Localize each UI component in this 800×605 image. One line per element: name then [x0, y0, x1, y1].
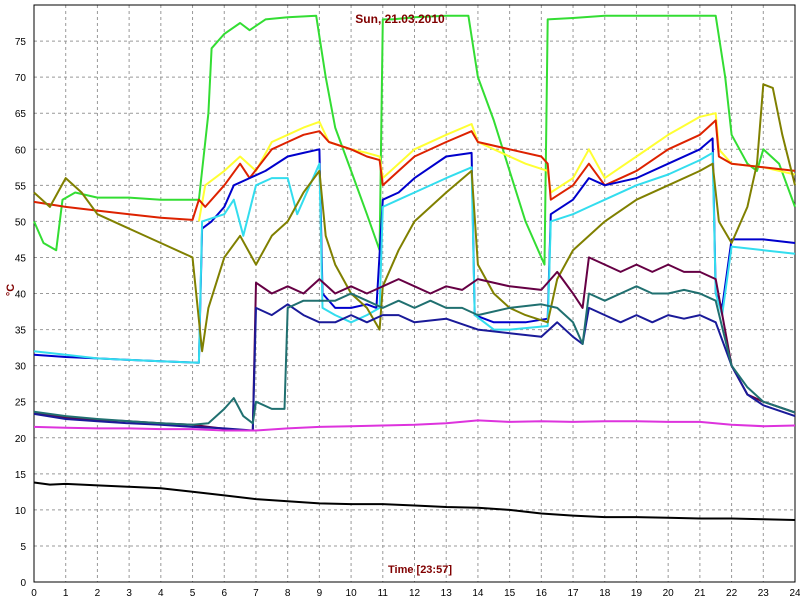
x-tick-label: 10	[346, 588, 358, 599]
chart-title: Sun, 21.03.2010	[355, 12, 445, 26]
y-tick-label: 40	[15, 290, 27, 301]
x-tick-label: 2	[95, 588, 101, 599]
x-tick-label: 8	[285, 588, 291, 599]
y-tick-label: 50	[15, 217, 27, 228]
series-line-1	[33, 14, 796, 266]
series-line-10	[33, 419, 796, 432]
x-tick-label: 12	[409, 588, 421, 599]
x-tick-label: 3	[126, 588, 132, 599]
series-line-3	[33, 119, 796, 221]
x-tick-label: 5	[190, 588, 196, 599]
x-tick-label: 13	[441, 588, 453, 599]
tick-labels: 0 1 2 3 4 5 6 7 8 9 10 11 12 13 14 15 16 17 18 19 20 21 22 23 24…	[15, 37, 800, 599]
x-tick-label: 1	[63, 588, 69, 599]
x-tick-label: 16	[536, 588, 548, 599]
y-tick-label: 65	[15, 109, 27, 120]
y-tick-label: 70	[15, 73, 27, 84]
x-tick-label: 21	[694, 588, 706, 599]
series-line-4	[33, 137, 796, 364]
y-tick-label: 0	[20, 578, 26, 589]
x-tick-label: 4	[158, 588, 164, 599]
y-tick-label: 75	[15, 37, 27, 48]
x-tick-label: 6	[221, 588, 227, 599]
plot-frame	[33, 4, 796, 583]
series-line-8	[33, 303, 796, 432]
x-tick-label: 20	[663, 588, 675, 599]
series-line-2	[197, 112, 796, 222]
series-line-9	[33, 285, 796, 426]
y-tick-label: 60	[15, 145, 27, 156]
series-line-6	[33, 83, 796, 353]
x-tick-label: 11	[378, 588, 389, 599]
y-tick-label: 25	[15, 398, 27, 409]
x-axis-title: Time [23:57]	[388, 564, 452, 576]
x-tick-label: 24	[789, 588, 800, 599]
y-tick-label: 45	[15, 253, 27, 264]
y-tick-label: 20	[15, 434, 27, 445]
x-tick-label: 23	[758, 588, 770, 599]
y-tick-label: 15	[15, 470, 27, 481]
x-tick-label: 7	[253, 588, 259, 599]
x-tick-label: 18	[599, 588, 611, 599]
series-line-5	[33, 151, 796, 364]
y-tick-label: 5	[20, 542, 26, 553]
y-tick-label: 35	[15, 326, 27, 337]
series-line-11	[33, 481, 796, 521]
x-tick-label: 15	[504, 588, 516, 599]
y-tick-label: 10	[15, 506, 27, 517]
y-tick-label: 30	[15, 362, 27, 373]
series-lines	[33, 14, 796, 521]
x-tick-label: 19	[631, 588, 643, 599]
x-tick-label: 0	[31, 588, 37, 599]
x-tick-label: 22	[726, 588, 738, 599]
x-tick-label: 14	[472, 588, 484, 599]
x-tick-label: 9	[317, 588, 323, 599]
y-tick-label: 55	[15, 181, 27, 192]
y-axis-title: °C	[5, 284, 17, 296]
x-tick-label: 17	[567, 588, 579, 599]
